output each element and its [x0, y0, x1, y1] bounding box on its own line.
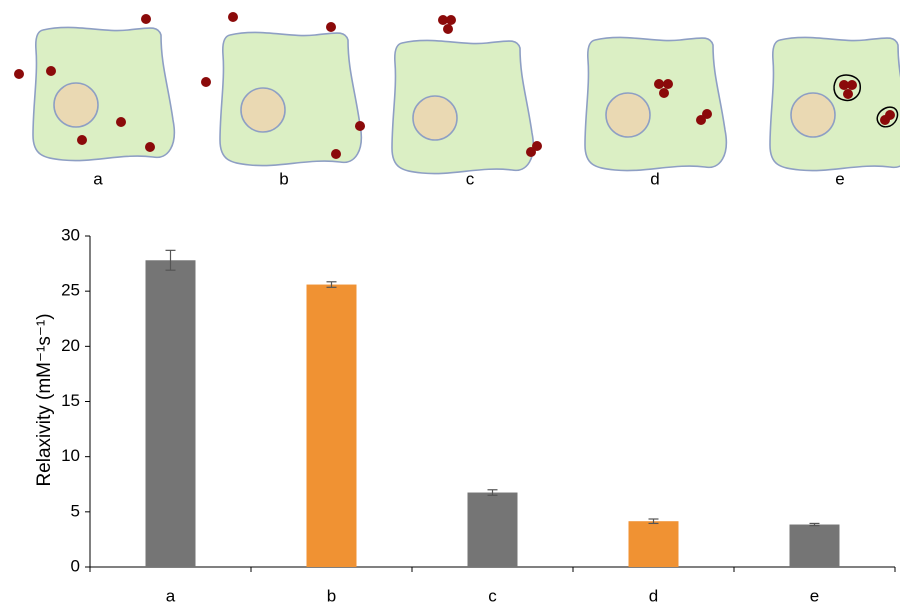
- figure: Relaxivity (mM⁻¹s⁻¹) a b c d e 0 5 10 15 20 25 30 a b…: [0, 0, 900, 605]
- y-tick-label: 5: [71, 501, 80, 520]
- y-tick-label: 25: [61, 281, 80, 300]
- x-tick-label: a: [166, 586, 176, 605]
- panel-label: c: [466, 169, 475, 188]
- bar: [629, 521, 679, 567]
- y-axis-label: Relaxivity (mM⁻¹s⁻¹): [34, 313, 55, 486]
- cell: [220, 32, 361, 165]
- y-tick-label: 20: [61, 336, 80, 355]
- bar: [146, 260, 196, 567]
- panel-label: e: [835, 169, 844, 188]
- cell: [770, 37, 900, 170]
- nanoparticle: [446, 15, 456, 25]
- cell-group: [585, 37, 726, 170]
- cell: [392, 40, 533, 173]
- cell-group: [392, 40, 533, 173]
- cell-group: [220, 32, 361, 165]
- y-tick-label: 30: [61, 225, 80, 244]
- x-tick-label: c: [488, 586, 497, 605]
- nanoparticle: [443, 24, 453, 34]
- bar: [307, 285, 357, 567]
- panel-label: a: [93, 169, 103, 188]
- bar: [790, 525, 840, 567]
- cell-group: [770, 37, 900, 170]
- nanoparticle: [331, 149, 341, 159]
- nanoparticle: [659, 88, 669, 98]
- nanoparticle: [14, 69, 24, 79]
- x-tick-label: d: [649, 586, 658, 605]
- nanoparticle: [843, 89, 853, 99]
- y-tick-label: 10: [61, 446, 80, 465]
- nucleus: [791, 93, 835, 137]
- nanoparticle: [526, 147, 536, 157]
- nanoparticle: [355, 121, 365, 131]
- bar: [468, 493, 518, 567]
- nanoparticle: [77, 135, 87, 145]
- nucleus: [241, 88, 285, 132]
- nucleus: [606, 93, 650, 137]
- nucleus: [54, 83, 98, 127]
- nanoparticle: [847, 80, 857, 90]
- nucleus: [413, 96, 457, 140]
- x-tick-label: b: [327, 586, 336, 605]
- nanoparticle: [46, 66, 56, 76]
- nanoparticle: [654, 79, 664, 89]
- nanoparticle: [141, 14, 151, 24]
- cell-group: [33, 27, 174, 160]
- y-tick-label: 15: [61, 391, 80, 410]
- nanoparticle: [326, 22, 336, 32]
- panel-label: b: [279, 169, 288, 188]
- y-tick-label: 0: [71, 556, 80, 575]
- nanoparticle: [116, 117, 126, 127]
- panel-label: d: [650, 169, 659, 188]
- nanoparticle: [663, 79, 673, 89]
- nanoparticle: [201, 77, 211, 87]
- nanoparticle: [228, 12, 238, 22]
- nanoparticle: [696, 115, 706, 125]
- nanoparticle: [145, 142, 155, 152]
- cell: [585, 37, 726, 170]
- cell: [33, 27, 174, 160]
- x-tick-label: e: [810, 586, 819, 605]
- nanoparticle: [880, 115, 890, 125]
